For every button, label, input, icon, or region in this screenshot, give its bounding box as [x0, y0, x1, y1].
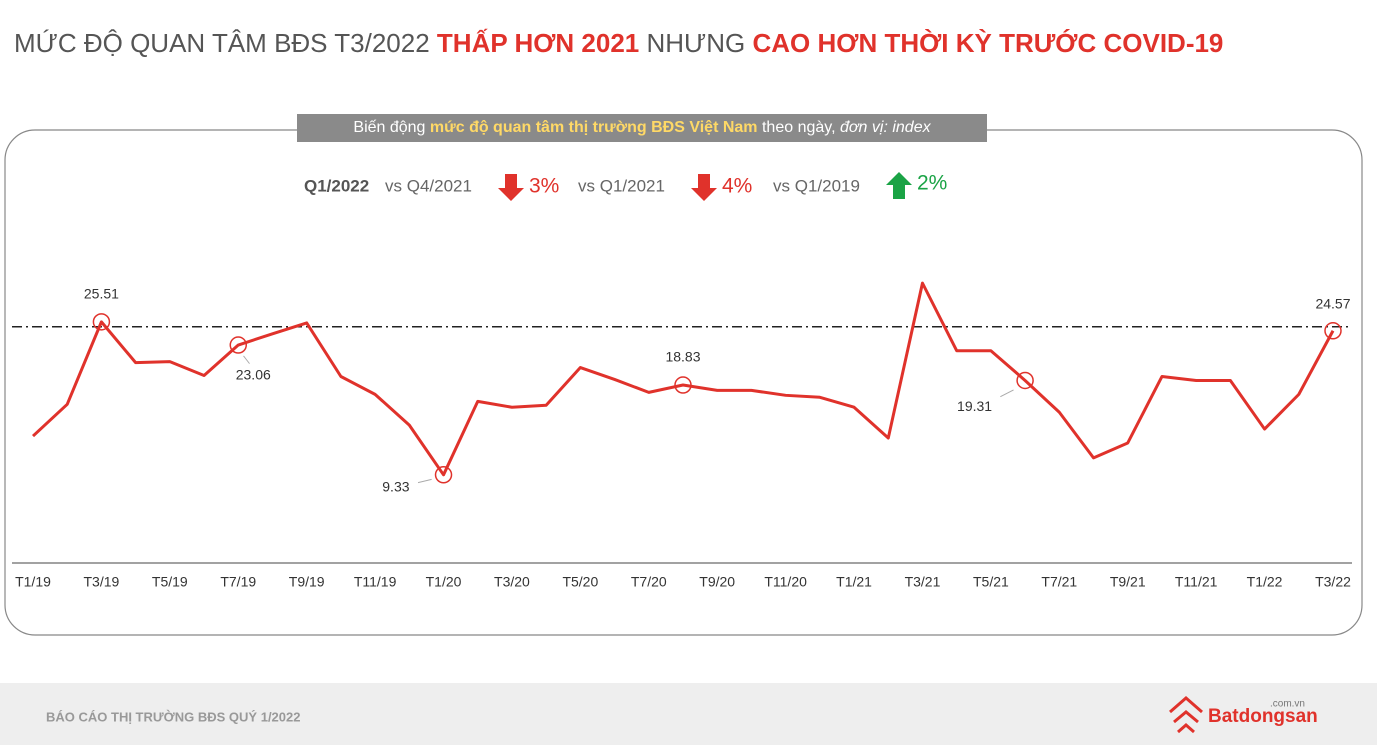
arrow-up	[886, 172, 912, 199]
arrow-down	[691, 174, 717, 201]
subtitle-part: theo ngày,	[762, 119, 836, 136]
point-marker	[1324, 322, 1342, 340]
data-label: 18.83	[665, 349, 700, 365]
logo-icon	[1169, 696, 1203, 734]
title-part: NHƯNG	[646, 28, 745, 58]
point-marker	[1016, 371, 1034, 390]
leader-line	[417, 478, 432, 484]
x-tick-label: T9/21	[1110, 574, 1146, 590]
x-tick-label: T3/21	[905, 574, 941, 590]
comparison-change: 4%	[722, 175, 752, 198]
x-tick-label: T11/19	[354, 574, 397, 590]
comparison-label: vs Q4/2021	[385, 176, 472, 195]
x-tick-label: T5/21	[973, 574, 1009, 590]
x-tick-label: T1/22	[1247, 574, 1283, 590]
data-label: 24.57	[1315, 295, 1350, 311]
logo: Batdongsan .com.vn	[1169, 696, 1318, 734]
x-tick-label: T9/19	[289, 574, 325, 590]
point-marker	[229, 336, 248, 354]
data-label: 25.51	[84, 286, 119, 302]
title-highlight: CAO HƠN THỜI KỲ TRƯỚC COVID-19	[752, 28, 1223, 58]
x-tick-label: T1/19	[15, 574, 51, 590]
footer-report: BÁO CÁO THỊ TRƯỜNG BĐS QUÝ 1/2022	[46, 709, 300, 724]
subtitle-highlight: mức độ quan tâm thị trường BĐS Việt Nam	[430, 119, 758, 136]
logo-brand: Batdongsan	[1208, 706, 1318, 727]
arrow-down	[498, 174, 524, 201]
x-tick-label: T3/22	[1315, 574, 1351, 590]
logo-domain: .com.vn	[1270, 699, 1305, 710]
comparison-label: vs Q1/2021	[578, 176, 665, 195]
comparison-base: Q1/2022	[304, 176, 369, 195]
x-tick-label: T5/20	[562, 574, 598, 590]
x-tick-label: T9/20	[699, 574, 735, 590]
x-tick-label: T5/19	[152, 574, 188, 590]
footer	[0, 683, 1377, 745]
subtitle-part: Biến động	[353, 119, 425, 136]
subtitle: Biến động mức độ quan tâm thị trường BĐS…	[353, 119, 931, 136]
x-tick-label: T7/19	[220, 574, 256, 590]
data-label: 19.31	[957, 398, 992, 414]
comparison-label: vs Q1/2019	[773, 176, 860, 195]
leader-line	[1000, 389, 1014, 398]
x-tick-label: T11/20	[764, 574, 807, 590]
x-tick-label: T7/20	[631, 574, 667, 590]
line	[31, 281, 1335, 477]
subtitle-part: đơn vị: index	[840, 119, 932, 136]
point-marker	[92, 313, 111, 331]
x-tick-label: T3/20	[494, 574, 530, 590]
leader-line	[243, 355, 250, 364]
title: MỨC ĐỘ QUAN TÂM BĐS T3/2022 THẤP HƠN 202…	[14, 28, 1223, 58]
data-label: 9.33	[382, 479, 409, 495]
data-label: 23.06	[236, 367, 271, 383]
point-marker	[434, 466, 453, 484]
title-part: MỨC ĐỘ QUAN TÂM BĐS T3/2022	[14, 28, 430, 58]
title-highlight: THẤP HƠN 2021	[437, 28, 639, 58]
x-tick-label: T3/19	[84, 574, 120, 590]
point-marker	[674, 376, 692, 394]
x-tick-label: T1/21	[836, 574, 872, 590]
subtitle-box	[297, 114, 987, 142]
x-tick-label: T7/21	[1041, 574, 1077, 590]
comparison-change: 2%	[917, 172, 947, 195]
comparison-change: 3%	[529, 175, 559, 198]
x-tick-label: T1/20	[426, 574, 462, 590]
x-tick-label: T11/21	[1175, 574, 1218, 590]
